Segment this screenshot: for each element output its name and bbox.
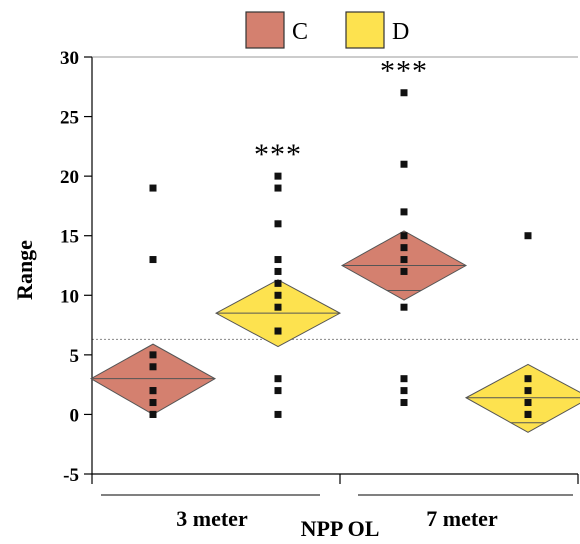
data-point bbox=[149, 399, 157, 407]
data-point bbox=[274, 267, 282, 275]
data-point bbox=[274, 279, 282, 287]
group-label: 7 meter bbox=[426, 506, 498, 531]
data-point bbox=[524, 387, 532, 395]
y-tick-label: -5 bbox=[63, 465, 79, 486]
data-point bbox=[274, 303, 282, 311]
data-point bbox=[400, 160, 408, 168]
series-C-7-meter: *** bbox=[340, 55, 468, 407]
legend-swatch-C bbox=[245, 11, 285, 49]
data-point bbox=[524, 410, 532, 418]
data-point bbox=[524, 232, 532, 240]
data-point bbox=[149, 351, 157, 359]
data-point bbox=[149, 184, 157, 192]
data-point bbox=[400, 244, 408, 252]
axes: -5 0 5 10 15 20 25 30 3 meter 7 meter bbox=[60, 48, 579, 531]
data-point bbox=[274, 220, 282, 228]
x-axis-title: NPP OL bbox=[301, 516, 380, 541]
y-tick-label: 10 bbox=[60, 286, 79, 307]
y-tick-label: 15 bbox=[60, 227, 79, 248]
data-point bbox=[400, 399, 408, 407]
series-D-7-meter bbox=[464, 232, 580, 433]
series-D-3-meter: *** bbox=[214, 138, 342, 418]
data-point bbox=[274, 327, 282, 335]
data-point bbox=[400, 232, 408, 240]
group-label: 3 meter bbox=[176, 506, 248, 531]
significance-label: *** bbox=[380, 55, 428, 88]
data-point bbox=[149, 363, 157, 371]
data-point bbox=[274, 172, 282, 180]
plot-area: *** *** bbox=[89, 55, 580, 433]
data-point bbox=[400, 303, 408, 311]
data-point bbox=[274, 387, 282, 395]
y-tick-label: 20 bbox=[60, 167, 79, 188]
data-point bbox=[149, 256, 157, 264]
legend-swatch-D bbox=[345, 11, 385, 49]
data-point bbox=[274, 410, 282, 418]
data-point bbox=[149, 410, 157, 418]
data-point bbox=[400, 256, 408, 264]
y-tick-label: 30 bbox=[60, 48, 79, 69]
data-point bbox=[524, 375, 532, 383]
data-point bbox=[274, 291, 282, 299]
y-axis-title: Range bbox=[12, 240, 37, 300]
data-point bbox=[400, 89, 408, 97]
data-point bbox=[400, 387, 408, 395]
data-point bbox=[400, 375, 408, 383]
data-point bbox=[524, 399, 532, 407]
y-tick-label: 5 bbox=[70, 346, 80, 367]
data-point bbox=[149, 387, 157, 395]
data-point bbox=[274, 375, 282, 383]
legend-label-C: C bbox=[292, 19, 308, 45]
data-point bbox=[274, 184, 282, 192]
data-point bbox=[400, 208, 408, 216]
ci-diamond bbox=[464, 363, 580, 433]
data-point bbox=[400, 267, 408, 275]
legend-label-D: D bbox=[392, 19, 409, 45]
series-C-3-meter bbox=[89, 184, 217, 418]
y-tick-label: 25 bbox=[60, 108, 79, 129]
y-tick-label: 0 bbox=[70, 405, 80, 426]
data-point bbox=[274, 256, 282, 264]
significance-label: *** bbox=[254, 138, 302, 171]
